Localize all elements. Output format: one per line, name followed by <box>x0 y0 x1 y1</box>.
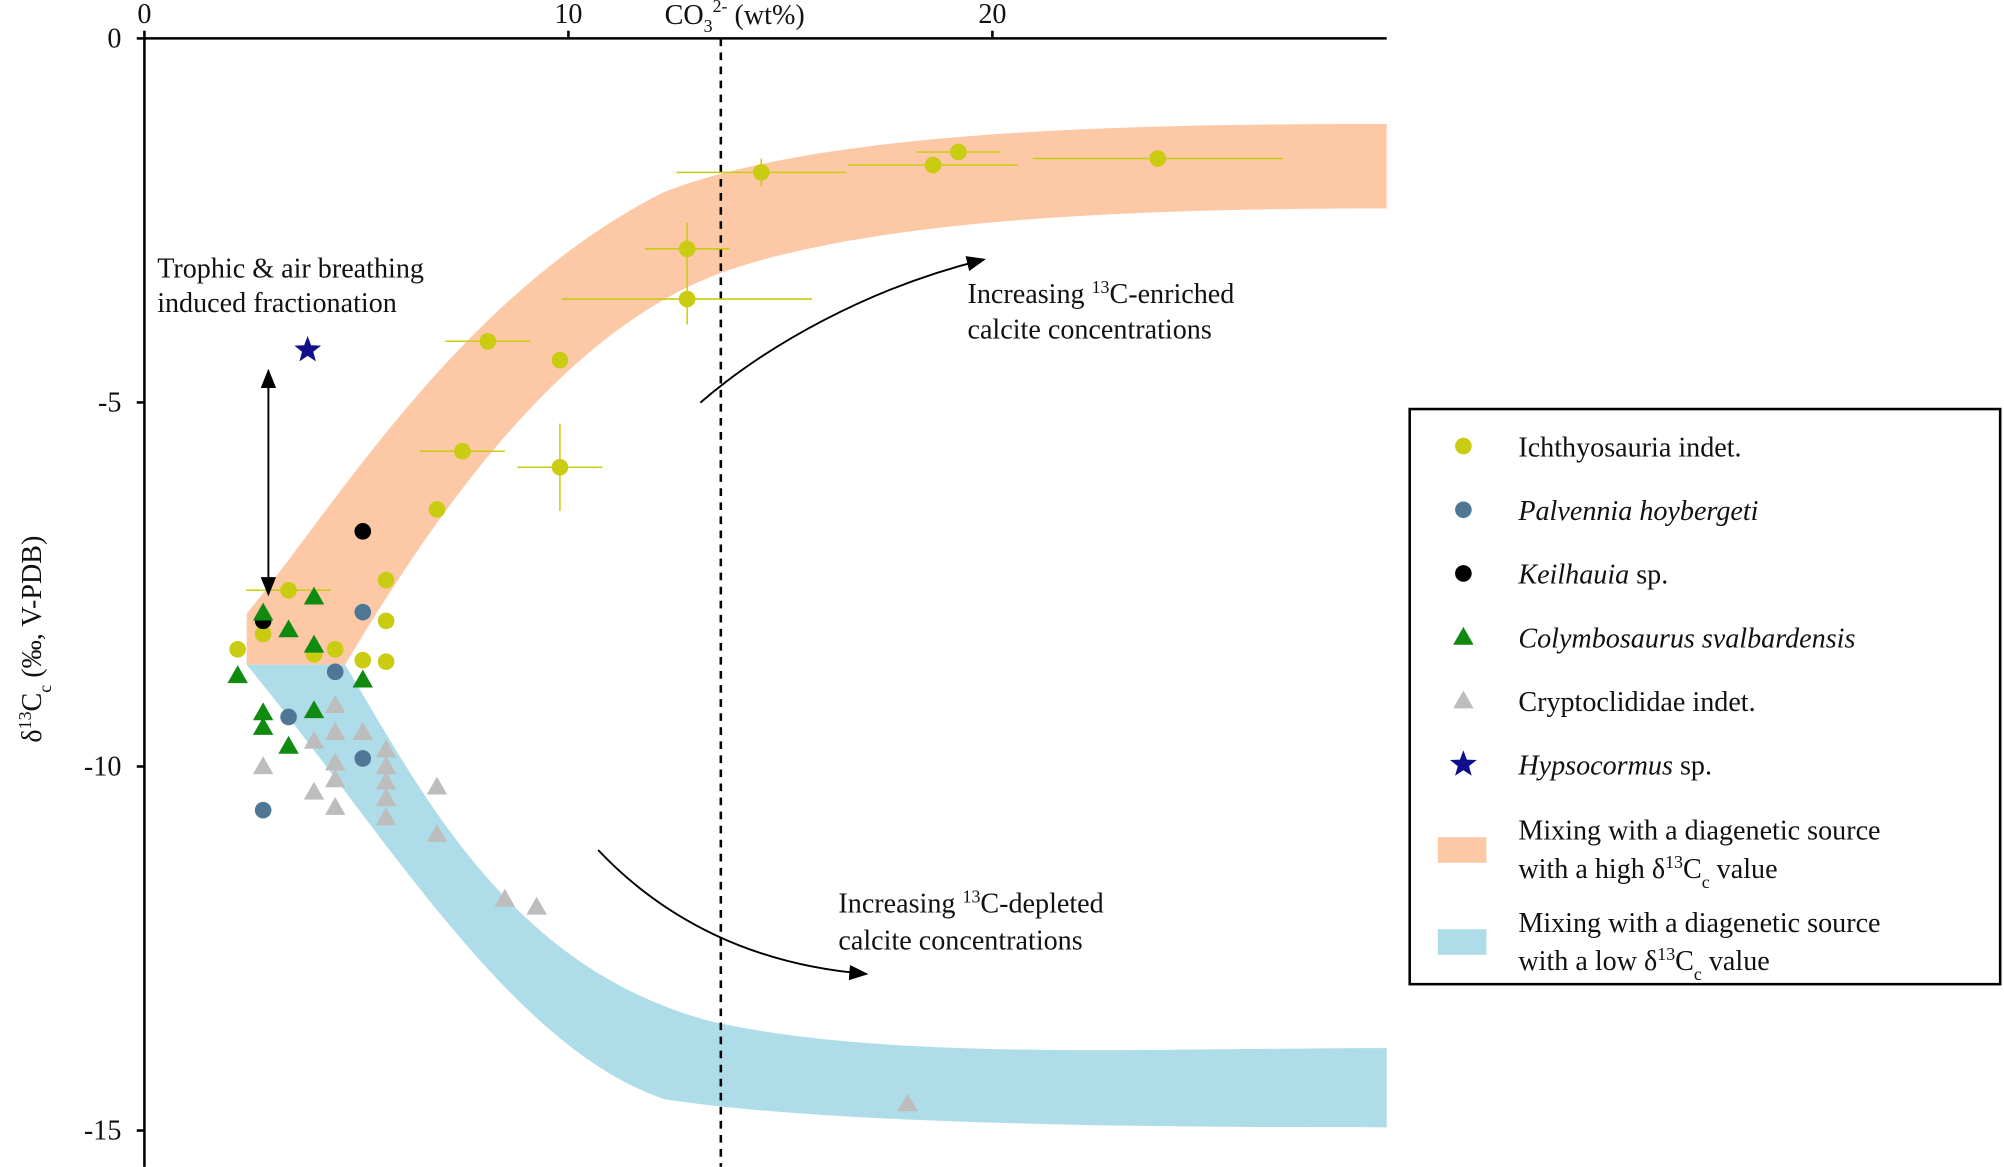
point <box>354 750 372 767</box>
point <box>324 769 346 788</box>
point <box>454 442 471 460</box>
legend-label: Ichthyosauria indet. <box>1518 432 1741 463</box>
x-tick-label: 0 <box>137 0 151 30</box>
annotation: induced fractionation <box>157 288 397 319</box>
legend-label: Cryptoclididae indet. <box>1518 687 1755 718</box>
point <box>252 602 274 621</box>
point <box>426 823 448 842</box>
point <box>377 653 395 670</box>
point <box>1149 150 1167 167</box>
point <box>897 1093 918 1112</box>
legend-marker <box>1455 501 1472 519</box>
point <box>375 739 397 758</box>
point <box>950 143 967 161</box>
point <box>354 603 372 621</box>
point <box>278 735 299 754</box>
point <box>303 730 325 749</box>
point <box>303 781 325 800</box>
point <box>753 164 770 181</box>
x-tick-label: 10 <box>554 0 582 30</box>
legend-marker <box>1455 565 1472 582</box>
mixing-band-low <box>246 664 1387 1128</box>
point <box>324 695 346 713</box>
legend-label: with a low δ13Cc value <box>1518 944 1769 984</box>
point <box>375 771 397 790</box>
legend-label: Mixing with a diagenetic source <box>1518 908 1880 939</box>
x-tick-label: 20 <box>978 0 1006 30</box>
point <box>324 752 346 771</box>
point <box>428 501 446 518</box>
point <box>352 722 373 740</box>
point <box>526 896 547 915</box>
arrow <box>597 849 869 981</box>
legend: Mixing with a diagenetic source with a h… <box>1408 407 2002 986</box>
point <box>278 619 299 638</box>
point <box>352 669 373 688</box>
y-tick-label: -15 <box>84 1115 121 1146</box>
point <box>354 651 372 669</box>
annotation: calcite concentrations <box>967 315 1211 346</box>
point <box>252 716 274 735</box>
point <box>479 332 497 350</box>
point <box>678 240 696 258</box>
point <box>375 788 397 807</box>
y-tick-label: 0 <box>107 23 121 54</box>
point <box>375 756 397 775</box>
legend-marker <box>1453 690 1474 709</box>
point <box>551 458 569 476</box>
point <box>326 663 344 681</box>
point <box>678 290 696 308</box>
point <box>294 335 322 362</box>
point <box>551 351 569 369</box>
point <box>254 801 272 819</box>
legend-label: with a high δ13Cc value <box>1518 852 1777 892</box>
legend-swatch <box>1437 837 1487 863</box>
point <box>377 571 395 589</box>
point <box>303 634 325 653</box>
annotation: calcite concentrations <box>838 926 1082 957</box>
point <box>377 612 395 630</box>
point <box>494 888 516 907</box>
legend-label: Colymbosaurus svalbardensis <box>1518 623 1855 654</box>
annotation: Increasing 13C-depleted <box>838 887 1103 920</box>
point <box>326 640 344 658</box>
y-tick-label: -5 <box>98 387 121 418</box>
legend-marker <box>1449 750 1477 776</box>
point <box>324 722 346 740</box>
point <box>324 797 346 815</box>
legend-marker <box>1455 437 1472 455</box>
point <box>303 586 325 605</box>
point <box>280 581 297 599</box>
point <box>375 807 397 826</box>
legend-swatch <box>1437 929 1487 955</box>
annotation: Increasing 13C-enriched <box>967 277 1234 310</box>
mixing-band-high <box>246 124 1387 665</box>
point <box>252 756 274 775</box>
annotation: Trophic & air breathing <box>157 253 424 284</box>
point <box>227 665 248 684</box>
point <box>354 523 372 540</box>
legend-label: Palvennia hoybergeti <box>1517 496 1758 527</box>
plot-area <box>227 143 1283 1112</box>
point <box>303 700 325 719</box>
point <box>426 776 448 795</box>
legend-label: Mixing with a diagenetic source <box>1518 816 1880 847</box>
legend-label: Keilhauia sp. <box>1517 560 1668 591</box>
y-axis-title: δ13Cc (‰, V-PDB) <box>15 536 55 743</box>
point <box>252 702 274 721</box>
legend-label: Hypsocormus sp. <box>1517 751 1712 782</box>
point <box>254 625 272 643</box>
legend-box <box>1408 407 2002 986</box>
point <box>280 708 297 726</box>
y-tick-label: -10 <box>84 751 121 782</box>
point <box>229 640 247 658</box>
legend-marker <box>1453 626 1474 645</box>
x-axis-title: CO32- (wt%) <box>665 0 805 36</box>
arrow <box>699 256 986 404</box>
point <box>924 156 942 174</box>
